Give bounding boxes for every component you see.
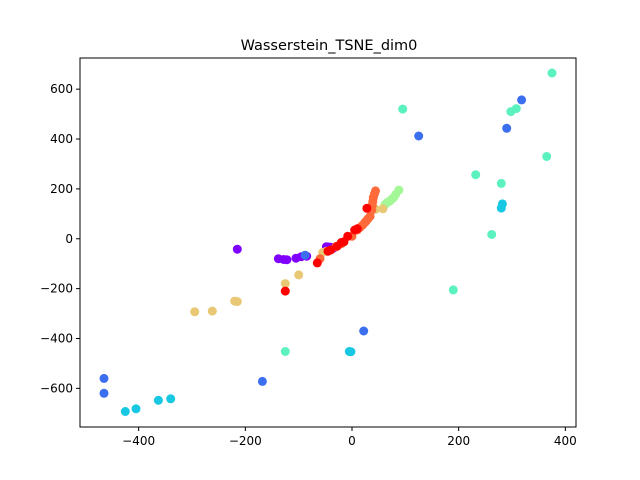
data-point-g3-7 [511, 104, 521, 114]
data-point-g5-1 [207, 306, 217, 316]
data-point-g0-0 [232, 244, 242, 254]
data-point-g1-1 [99, 388, 109, 398]
y-tick-label: −200 [40, 282, 73, 296]
data-point-g5-4 [280, 279, 290, 289]
data-point-g2-5 [346, 347, 356, 357]
data-point-g5-0 [190, 307, 200, 317]
data-point-g7-0 [280, 286, 290, 296]
data-point-g1-7 [517, 95, 527, 105]
y-tick-label: −400 [40, 331, 73, 345]
data-point-g1-5 [414, 131, 424, 141]
data-point-g1-3 [300, 250, 310, 260]
data-point-g4-6 [394, 185, 404, 195]
data-point-g2-2 [153, 395, 163, 405]
x-tick-label: 200 [447, 434, 470, 448]
x-tick-label: 0 [348, 434, 356, 448]
data-point-g7-10 [362, 203, 372, 213]
axes-layer: −400 −200 0 200 400 −600 −400 −200 0 200 400 600 [40, 57, 577, 448]
x-tick-label: −400 [122, 434, 155, 448]
x-tick-label: 400 [554, 434, 577, 448]
data-point-g2-7 [497, 199, 507, 209]
data-point-g5-9 [378, 204, 388, 214]
data-point-g5-5 [294, 270, 304, 280]
data-point-g0-3 [282, 255, 292, 265]
data-point-g3-5 [496, 178, 506, 188]
data-point-g2-3 [166, 394, 176, 404]
points-layer [99, 68, 557, 416]
data-point-g7-9 [352, 224, 362, 234]
y-tick-label: 200 [50, 182, 73, 196]
data-point-g3-8 [542, 152, 552, 161]
data-point-g3-3 [471, 170, 481, 180]
data-point-g1-6 [502, 123, 512, 133]
y-tick-label: 0 [65, 232, 73, 246]
x-tick-label: −200 [229, 434, 262, 448]
data-point-g3-0 [280, 347, 290, 356]
data-point-g3-9 [547, 68, 557, 78]
data-point-g3-2 [448, 285, 458, 295]
data-point-g2-0 [120, 407, 130, 416]
chart-title: Wasserstein_TSNE_dim0 [241, 38, 418, 54]
plot-frame [79, 57, 577, 428]
data-point-g3-4 [487, 230, 497, 239]
data-point-g5-3 [232, 297, 242, 307]
y-tick-label: −600 [40, 381, 73, 395]
data-point-g2-1 [131, 404, 141, 414]
data-point-g7-1 [312, 258, 322, 268]
data-point-g7-7 [343, 231, 353, 241]
data-point-g1-0 [99, 373, 109, 383]
data-point-g6-16 [371, 186, 380, 196]
y-tick-label: 600 [50, 82, 73, 96]
data-point-g1-4 [359, 326, 369, 336]
data-point-g1-2 [257, 376, 267, 386]
y-tick-label: 400 [50, 132, 73, 146]
data-point-g3-1 [398, 104, 408, 114]
